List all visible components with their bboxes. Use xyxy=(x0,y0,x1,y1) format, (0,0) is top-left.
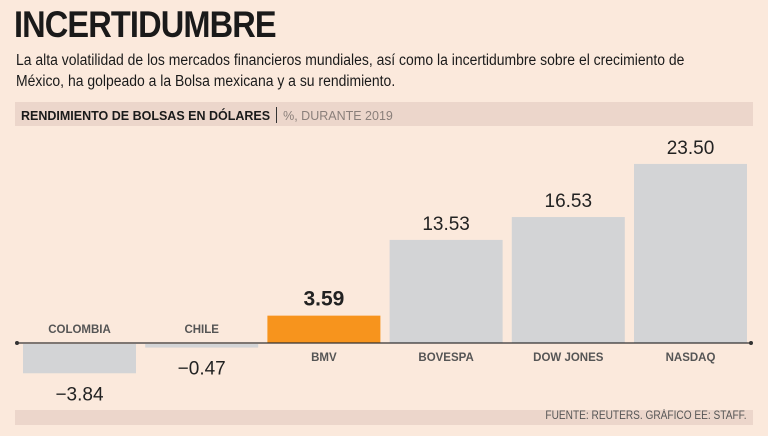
value-label: 23.50 xyxy=(667,138,715,159)
bar-dow-jones xyxy=(511,217,625,343)
category-label: COLOMBIA xyxy=(48,324,111,336)
value-label: 13.53 xyxy=(422,214,470,235)
value-label: 3.59 xyxy=(303,288,344,311)
axis-end-dot xyxy=(15,341,19,345)
category-label: CHILE xyxy=(184,324,219,336)
bar-bmv xyxy=(267,315,381,343)
page-title: INCERTIDUMBRE xyxy=(14,4,277,45)
bar-nasdaq xyxy=(634,163,747,343)
page-subtitle: La alta volatilidad de los mercados fina… xyxy=(16,52,685,90)
source-note: FUENTE: REUTERS. GRÁFICO EE: STAFF. xyxy=(545,410,747,422)
value-label: −3.84 xyxy=(55,384,104,405)
value-label: 16.53 xyxy=(545,191,593,212)
separator xyxy=(276,107,278,123)
bar-chart: COLOMBIA −3.84 CHILE −0.47 BMV 3.59 BOVESPA 13.… xyxy=(15,138,753,405)
category-label: BMV xyxy=(311,352,337,364)
axis-end-dot xyxy=(749,341,753,345)
chart-header-band: RENDIMIENTO DE BOLSAS EN DÓLARES %, DURAN… xyxy=(15,102,753,126)
category-label: DOW JONES xyxy=(533,352,604,364)
value-label: −0.47 xyxy=(178,359,226,380)
bar-chile xyxy=(145,344,259,348)
footer-band: FUENTE: REUTERS. GRÁFICO EE: STAFF. xyxy=(15,410,753,425)
bar-colombia xyxy=(23,344,136,374)
chart-title: RENDIMIENTO DE BOLSAS EN DÓLARES xyxy=(21,109,271,123)
category-label: BOVESPA xyxy=(418,352,473,364)
category-label: NASDAQ xyxy=(666,352,716,364)
chart-subtitle: %, DURANTE 2019 xyxy=(283,109,393,123)
bar-bovespa xyxy=(389,239,503,343)
